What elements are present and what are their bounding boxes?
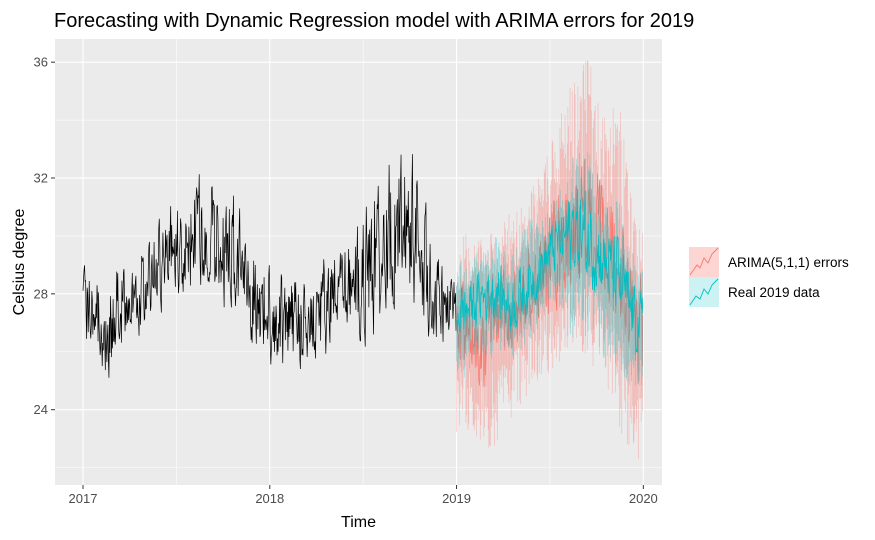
x-tick-label: 2018: [255, 491, 284, 506]
series-layer: [82, 60, 644, 459]
legend-key-real: [689, 277, 719, 307]
x-axis-title: Time: [341, 514, 376, 531]
legend-label-real: Real 2019 data: [728, 285, 820, 300]
grid-major: [55, 39, 662, 485]
y-tick-label: 32: [34, 171, 48, 186]
x-tick-label: 2019: [442, 491, 471, 506]
x-tick-label: 2020: [629, 491, 658, 506]
legend-item-forecast: ARIMA(5,1,1) errors: [689, 247, 849, 277]
y-axis-title: Celsius degree: [11, 209, 28, 316]
chart-title: Forecasting with Dynamic Regression mode…: [54, 10, 694, 32]
x-axis-ticks: 2017 2018 2019 2020: [69, 485, 658, 506]
legend-label-forecast: ARIMA(5,1,1) errors: [728, 255, 849, 270]
y-tick-label: 36: [34, 55, 48, 70]
x-tick-label: 2017: [69, 491, 98, 506]
real-series: [456, 152, 644, 386]
legend-key-real-line: [689, 278, 719, 306]
y-axis-ticks: 24 28 32 36: [34, 55, 55, 417]
y-tick-label: 24: [34, 402, 48, 417]
real-line: [456, 188, 644, 353]
legend-key-forecast-line: [689, 247, 719, 276]
y-tick-label: 28: [34, 286, 48, 301]
legend: ARIMA(5,1,1) errors Real 2019 data: [689, 247, 849, 307]
legend-item-real: Real 2019 data: [689, 277, 820, 307]
history-line: [82, 154, 457, 378]
history-series: [82, 154, 457, 378]
